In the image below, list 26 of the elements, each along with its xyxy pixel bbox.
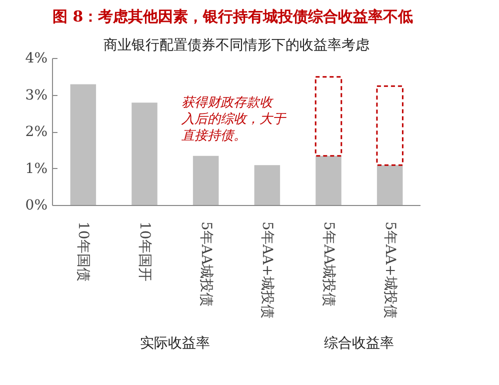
y-tick-label: 0% bbox=[25, 198, 48, 214]
x-tick-label: 5年AA+城投债 bbox=[259, 222, 276, 318]
bar bbox=[192, 156, 219, 206]
bar bbox=[254, 165, 280, 206]
x-tick-label: 5年AA城投债 bbox=[320, 222, 336, 307]
annotation: 入后的综收，大于 bbox=[180, 112, 286, 127]
bar bbox=[314, 76, 342, 157]
y-tick-label: 2% bbox=[25, 124, 48, 140]
text: 综合收益率 bbox=[324, 336, 394, 352]
x-tick-label: 10年国开 bbox=[136, 222, 152, 282]
chart-subtitle: 商业银行配置债券不同情形下的收益率考虑 bbox=[104, 38, 370, 54]
chart-title: 图 8：考虑其他因素，银行持有城投债综合收益率不低 bbox=[52, 8, 414, 26]
bar bbox=[316, 156, 342, 206]
y-tick-label: 3% bbox=[25, 87, 48, 104]
y-tick-label: 4% bbox=[25, 50, 48, 66]
bar bbox=[376, 85, 404, 166]
x-tick-label: 10年国债 bbox=[75, 222, 92, 282]
bar bbox=[132, 102, 158, 206]
text: 实际收益率 bbox=[140, 336, 210, 352]
y-tick-label: 1% bbox=[25, 160, 48, 177]
annotation: 获得财政存款收 bbox=[181, 95, 274, 110]
x-tick-label: 5年AA+城投债 bbox=[382, 222, 398, 318]
bar bbox=[70, 84, 96, 206]
bar bbox=[376, 165, 403, 206]
annotation: 直接持债。 bbox=[181, 128, 246, 144]
x-tick-label: 5年AA城投债 bbox=[198, 222, 214, 307]
